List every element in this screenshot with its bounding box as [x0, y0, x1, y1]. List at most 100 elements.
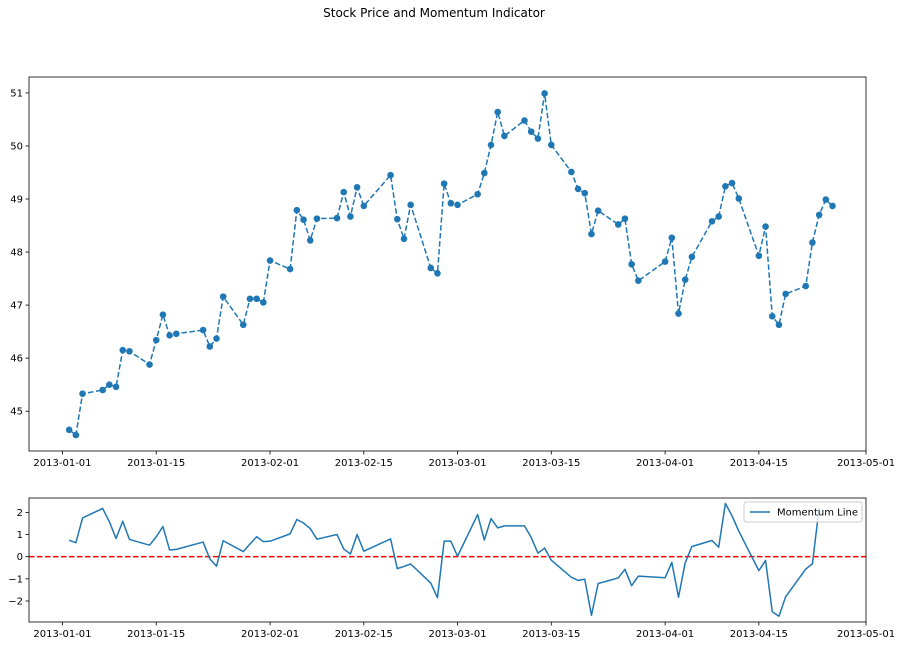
- momentum-x-tick-label: 2013-01-01: [33, 629, 91, 640]
- price-point: [253, 295, 260, 303]
- price-point: [815, 211, 823, 219]
- price-y-tick-label: 46: [10, 354, 23, 365]
- momentum-y-tick-label: 2: [17, 508, 23, 519]
- price-axes: 2013-01-01 2013-01-15 2013-02-01 2013-02-15…: [10, 76, 895, 469]
- price-x-tick-label: 2013-05-01: [837, 458, 895, 469]
- price-point: [547, 141, 555, 149]
- price-point: [306, 237, 314, 244]
- price-point: [621, 215, 629, 222]
- momentum-x-tick-label: 2013-05-01: [837, 629, 895, 640]
- momentum-series-line: [68, 502, 820, 617]
- price-point: [735, 195, 743, 202]
- price-point: [427, 264, 435, 272]
- price-point: [668, 234, 676, 242]
- price-point: [688, 253, 696, 261]
- price-point: [333, 214, 341, 222]
- price-y-tick-label: 45: [10, 407, 23, 418]
- price-point: [681, 276, 689, 283]
- momentum-x-tick-label: 2013-02-15: [335, 629, 393, 640]
- price-x-tick-label: 2013-01-01: [33, 458, 91, 469]
- price-point: [715, 213, 722, 220]
- price-point: [239, 321, 247, 329]
- price-point: [286, 265, 294, 273]
- price-x-tick-label: 2013-02-01: [241, 458, 299, 469]
- price-point: [112, 383, 120, 391]
- price-point: [829, 202, 836, 210]
- price-point: [762, 223, 769, 230]
- price-point: [728, 179, 736, 187]
- price-point: [809, 239, 816, 246]
- price-point: [822, 196, 830, 203]
- momentum-x-tick-label: 2013-03-15: [522, 629, 580, 640]
- price-point: [313, 215, 321, 222]
- price-point: [219, 293, 227, 300]
- price-point: [347, 213, 354, 220]
- price-point: [393, 215, 401, 223]
- price-point: [775, 321, 783, 329]
- price-x-tick-label: 2013-04-01: [636, 458, 694, 469]
- price-y-tick-label: 49: [10, 195, 23, 206]
- price-point: [487, 141, 495, 149]
- price-point: [568, 168, 575, 176]
- momentum-chart: 2013-01-01 2013-01-15 2013-02-01 2013-02-15…: [8, 497, 895, 640]
- price-y-tick-label: 48: [10, 248, 23, 259]
- momentum-x-tick-label: 2013-04-01: [636, 629, 694, 640]
- price-point: [260, 299, 267, 306]
- price-point: [541, 90, 548, 97]
- price-point: [802, 282, 810, 290]
- price-point: [353, 184, 361, 191]
- price-point: [628, 260, 635, 268]
- momentum-plot-area: [29, 502, 866, 617]
- price-y-tick-label: 50: [10, 141, 23, 152]
- momentum-y-tick-label: 1: [17, 530, 23, 541]
- price-x-tick-label: 2013-02-15: [335, 458, 393, 469]
- price-point: [614, 221, 622, 228]
- momentum-axes-frame: [28, 497, 867, 623]
- price-point: [206, 343, 214, 350]
- price-point: [521, 117, 528, 124]
- price-point: [447, 199, 455, 207]
- price-point: [166, 332, 173, 339]
- price-point: [152, 336, 160, 344]
- price-point: [99, 386, 106, 394]
- price-point: [440, 180, 448, 187]
- momentum-x-tick-label: 2013-01-15: [127, 629, 185, 640]
- momentum-x-tick-label: 2013-02-01: [241, 629, 299, 640]
- price-point: [588, 230, 595, 238]
- price-y-tick-label: 51: [10, 88, 23, 99]
- momentum-y-tick-label: 0: [17, 552, 23, 563]
- price-point: [173, 330, 180, 338]
- price-chart: 2013-01-01 2013-01-15 2013-02-01 2013-02-15…: [10, 76, 895, 469]
- price-point: [159, 311, 167, 318]
- price-point: [213, 335, 220, 342]
- momentum-y-tick-label: −2: [8, 596, 23, 607]
- price-point: [581, 189, 589, 197]
- price-point: [481, 169, 488, 177]
- legend-box: [743, 501, 863, 523]
- price-point: [199, 326, 207, 334]
- momentum-x-tick-label: 2013-04-15: [730, 629, 788, 640]
- price-point: [72, 431, 80, 439]
- price-point: [501, 132, 508, 140]
- price-plot-area: [65, 90, 836, 439]
- price-point: [246, 295, 254, 303]
- legend-label: Momentum Line: [777, 508, 858, 519]
- price-point: [79, 390, 86, 398]
- price-point: [782, 290, 789, 298]
- price-point: [527, 128, 535, 135]
- price-axes-frame: [28, 76, 867, 452]
- momentum-x-tick-label: 2013-03-01: [428, 629, 486, 640]
- price-point: [755, 252, 763, 260]
- price-x-tick-label: 2013-03-15: [522, 458, 580, 469]
- figure-title: Stock Price and Momentum Indicator: [323, 6, 545, 20]
- price-point: [708, 218, 716, 225]
- price-point: [661, 258, 669, 265]
- price-point: [722, 182, 729, 190]
- price-y-tick-label: 47: [10, 301, 23, 312]
- price-point: [126, 347, 133, 355]
- price-point: [360, 202, 368, 210]
- price-point: [300, 216, 307, 223]
- momentum-axes: 2013-01-01 2013-01-15 2013-02-01 2013-02-15…: [8, 497, 895, 640]
- price-point: [768, 312, 776, 320]
